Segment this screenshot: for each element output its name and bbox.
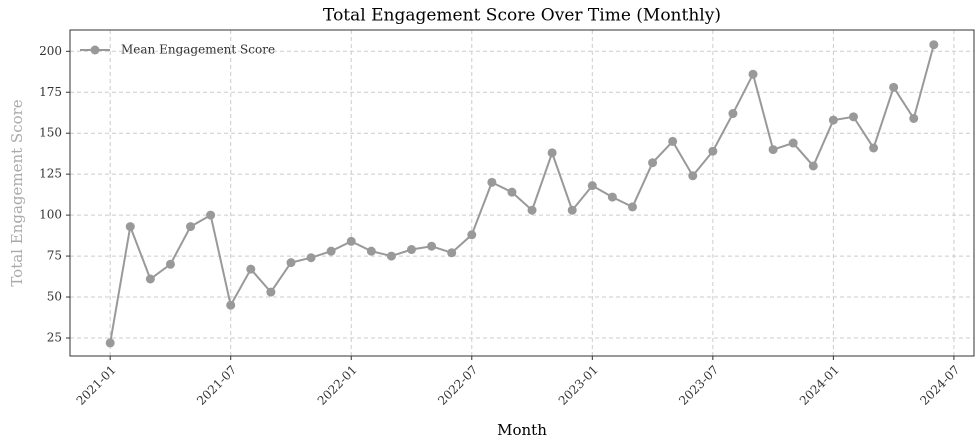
marker	[828, 115, 838, 125]
y-tick-label: 125	[39, 167, 62, 181]
chart-title: Total Engagement Score Over Time (Monthl…	[323, 6, 721, 26]
x-tick-label: 2021-07	[194, 363, 239, 408]
marker	[427, 241, 437, 251]
marker	[346, 236, 356, 246]
y-axis-label: Total Engagement Score	[8, 99, 26, 286]
marker	[587, 181, 597, 191]
marker	[286, 258, 296, 268]
x-tick-label: 2022-07	[435, 363, 480, 408]
legend-marker	[90, 45, 100, 55]
marker	[145, 274, 155, 284]
y-tick-label: 100	[39, 208, 62, 222]
marker	[125, 222, 135, 232]
y-tick-label: 150	[39, 126, 62, 140]
marker	[165, 259, 175, 269]
marker	[467, 230, 477, 240]
marker	[688, 171, 698, 181]
marker	[447, 248, 457, 258]
marker	[627, 202, 637, 212]
marker	[788, 138, 798, 148]
x-axis-label: Month	[497, 421, 547, 439]
marker	[607, 192, 617, 202]
marker	[909, 113, 919, 123]
marker	[366, 246, 376, 256]
x-tick-label: 2021-01	[74, 363, 119, 408]
legend-label: Mean Engagement Score	[121, 43, 275, 57]
marker	[326, 246, 336, 256]
x-tick-label: 2024-01	[797, 363, 842, 408]
marker	[246, 264, 256, 274]
marker	[507, 187, 517, 197]
marker	[206, 210, 216, 220]
marker	[407, 245, 417, 255]
marker	[527, 205, 537, 215]
marker	[105, 338, 115, 348]
y-tick-label: 25	[47, 330, 62, 344]
y-tick-label: 75	[47, 249, 62, 263]
marker	[728, 109, 738, 119]
marker	[567, 205, 577, 215]
marker	[708, 146, 718, 156]
marker	[547, 148, 557, 158]
y-tick-label: 50	[47, 290, 62, 304]
x-tick-label: 2022-01	[315, 363, 360, 408]
marker	[386, 251, 396, 261]
marker	[768, 145, 778, 155]
plot-frame	[69, 29, 975, 357]
marker	[648, 158, 658, 168]
marker	[869, 143, 879, 153]
marker	[226, 300, 236, 310]
marker	[808, 161, 818, 171]
line	[109, 44, 935, 344]
marker	[929, 40, 939, 50]
marker	[848, 112, 858, 122]
marker	[889, 82, 899, 92]
marker	[748, 69, 758, 79]
marker	[306, 253, 316, 263]
x-tick-label: 2024-07	[917, 363, 962, 408]
marker	[487, 177, 497, 187]
marker	[266, 287, 276, 297]
x-tick-label: 2023-01	[556, 363, 601, 408]
y-tick-label: 200	[39, 44, 62, 58]
y-tick-label: 175	[39, 85, 62, 99]
x-tick-label: 2023-07	[676, 363, 721, 408]
marker	[668, 136, 678, 146]
marker	[186, 222, 196, 232]
